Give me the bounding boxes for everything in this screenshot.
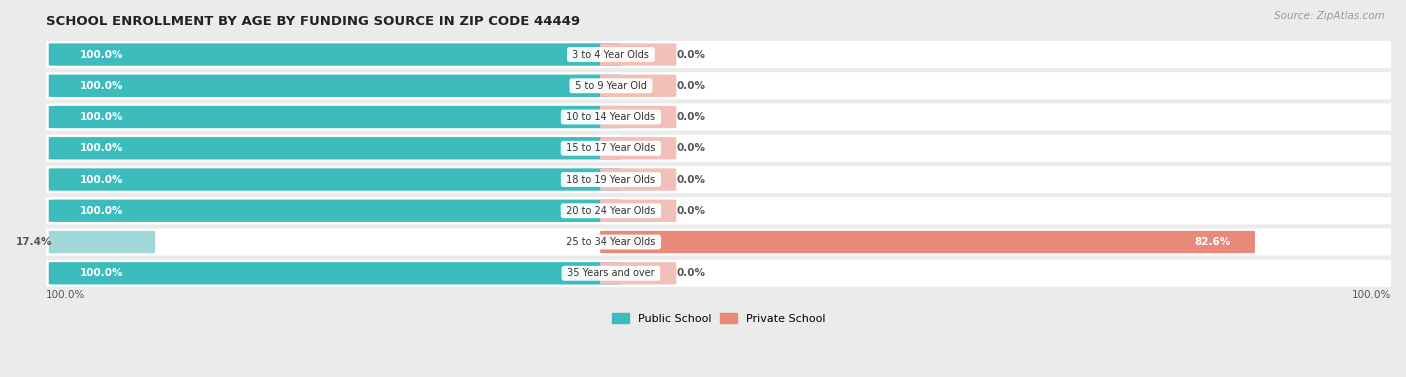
Text: SCHOOL ENROLLMENT BY AGE BY FUNDING SOURCE IN ZIP CODE 44449: SCHOOL ENROLLMENT BY AGE BY FUNDING SOUR… <box>46 15 581 28</box>
Text: 100.0%: 100.0% <box>80 268 124 278</box>
FancyBboxPatch shape <box>46 72 1391 100</box>
Text: 82.6%: 82.6% <box>1195 237 1230 247</box>
FancyBboxPatch shape <box>46 166 1391 193</box>
FancyBboxPatch shape <box>600 231 1256 253</box>
Text: 20 to 24 Year Olds: 20 to 24 Year Olds <box>564 206 658 216</box>
Text: 0.0%: 0.0% <box>676 81 706 91</box>
Text: 100.0%: 100.0% <box>80 206 124 216</box>
Text: 100.0%: 100.0% <box>80 81 124 91</box>
FancyBboxPatch shape <box>600 199 676 222</box>
FancyBboxPatch shape <box>46 197 1391 224</box>
FancyBboxPatch shape <box>49 106 621 128</box>
Text: 0.0%: 0.0% <box>676 206 706 216</box>
FancyBboxPatch shape <box>600 75 676 97</box>
FancyBboxPatch shape <box>49 43 621 66</box>
FancyBboxPatch shape <box>49 169 621 191</box>
FancyBboxPatch shape <box>49 231 155 253</box>
Text: 35 Years and over: 35 Years and over <box>564 268 658 278</box>
Text: 3 to 4 Year Olds: 3 to 4 Year Olds <box>569 49 652 60</box>
FancyBboxPatch shape <box>600 106 676 128</box>
Text: 0.0%: 0.0% <box>676 143 706 153</box>
FancyBboxPatch shape <box>600 137 676 159</box>
Text: 100.0%: 100.0% <box>80 49 124 60</box>
FancyBboxPatch shape <box>46 103 1391 130</box>
Text: 100.0%: 100.0% <box>80 143 124 153</box>
FancyBboxPatch shape <box>49 75 621 97</box>
FancyBboxPatch shape <box>49 262 621 285</box>
Text: 5 to 9 Year Old: 5 to 9 Year Old <box>572 81 650 91</box>
FancyBboxPatch shape <box>600 43 676 66</box>
Text: 0.0%: 0.0% <box>676 175 706 184</box>
FancyBboxPatch shape <box>46 41 1391 68</box>
FancyBboxPatch shape <box>49 137 621 159</box>
Text: 25 to 34 Year Olds: 25 to 34 Year Olds <box>564 237 658 247</box>
Text: 100.0%: 100.0% <box>46 290 86 300</box>
Text: 17.4%: 17.4% <box>17 237 53 247</box>
Text: 10 to 14 Year Olds: 10 to 14 Year Olds <box>564 112 658 122</box>
Text: 0.0%: 0.0% <box>676 268 706 278</box>
FancyBboxPatch shape <box>600 169 676 191</box>
FancyBboxPatch shape <box>46 228 1391 256</box>
FancyBboxPatch shape <box>46 260 1391 287</box>
Text: 15 to 17 Year Olds: 15 to 17 Year Olds <box>564 143 658 153</box>
Text: 18 to 19 Year Olds: 18 to 19 Year Olds <box>564 175 658 184</box>
Text: 100.0%: 100.0% <box>1351 290 1391 300</box>
Text: 0.0%: 0.0% <box>676 49 706 60</box>
Legend: Public School, Private School: Public School, Private School <box>607 309 830 328</box>
Text: 0.0%: 0.0% <box>676 112 706 122</box>
FancyBboxPatch shape <box>49 199 621 222</box>
Text: 100.0%: 100.0% <box>80 112 124 122</box>
FancyBboxPatch shape <box>600 262 676 285</box>
Text: Source: ZipAtlas.com: Source: ZipAtlas.com <box>1274 11 1385 21</box>
Text: 100.0%: 100.0% <box>80 175 124 184</box>
FancyBboxPatch shape <box>46 135 1391 162</box>
